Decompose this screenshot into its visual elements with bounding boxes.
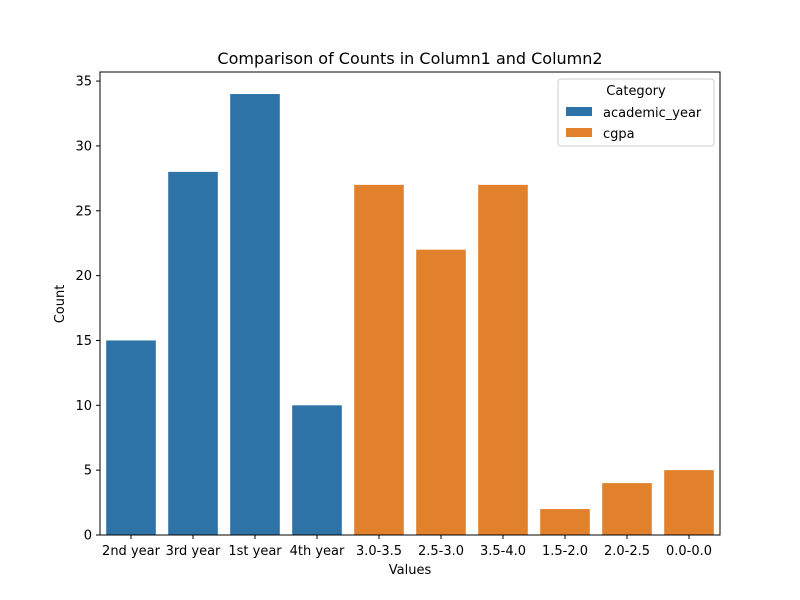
x-axis-title: Values: [389, 563, 432, 578]
bar-3-5-4-0: [478, 184, 528, 535]
bar-2-5-3-0: [416, 249, 466, 536]
x-tick-label: 2.5-3.0: [418, 544, 464, 559]
y-tick-label: 30: [75, 139, 92, 154]
x-tick-label: 4th year: [290, 544, 345, 559]
bars-group: [106, 94, 714, 536]
y-tick-label: 35: [75, 75, 92, 90]
bar-2nd-year: [106, 340, 156, 535]
bar-3rd-year: [168, 171, 218, 536]
bar-4th-year: [292, 405, 342, 535]
y-tick-label: 0: [84, 529, 92, 544]
chart-title: Comparison of Counts in Column1 and Colu…: [217, 49, 602, 68]
x-tick-label: 2.0-2.5: [604, 544, 650, 559]
bar-1st-year: [230, 94, 280, 536]
legend-swatch-cgpa: [566, 128, 592, 137]
y-axis-title: Count: [53, 285, 68, 324]
y-tick-label: 15: [75, 334, 92, 349]
y-tick-label: 25: [75, 204, 92, 219]
legend-swatch-academic-year: [566, 107, 592, 116]
y-tick-label: 20: [75, 269, 92, 284]
bar-1-5-2-0: [540, 509, 590, 535]
x-tick-label: 2nd year: [102, 544, 161, 559]
legend-label-academic-year: academic_year: [603, 106, 702, 121]
x-tick-label: 1st year: [228, 544, 282, 559]
x-tick-label: 3.0-3.5: [356, 544, 402, 559]
bar-3-0-3-5: [354, 184, 404, 535]
x-tick-label: 3rd year: [166, 544, 221, 559]
bar-0-0-0-0: [664, 470, 714, 535]
legend-title: Category: [606, 84, 666, 99]
plot-frame: [99, 71, 721, 536]
legend-label-cgpa: cgpa: [603, 127, 635, 142]
bar-2-0-2-5: [602, 483, 652, 535]
y-axis-ticks: 0 5 10 15 20 25 30 35: [75, 75, 100, 544]
y-tick-label: 5: [84, 464, 92, 479]
x-axis-ticks: 2nd year 3rd year 1st year 4th year 3.0-3.5 2…: [102, 535, 712, 559]
x-tick-label: 0.0-0.0: [666, 544, 712, 559]
y-tick-label: 10: [75, 399, 92, 414]
x-tick-label: 3.5-4.0: [480, 544, 526, 559]
x-tick-label: 1.5-2.0: [542, 544, 588, 559]
legend: Category academic_year cgpa: [557, 78, 715, 147]
legend-box: [557, 78, 715, 147]
